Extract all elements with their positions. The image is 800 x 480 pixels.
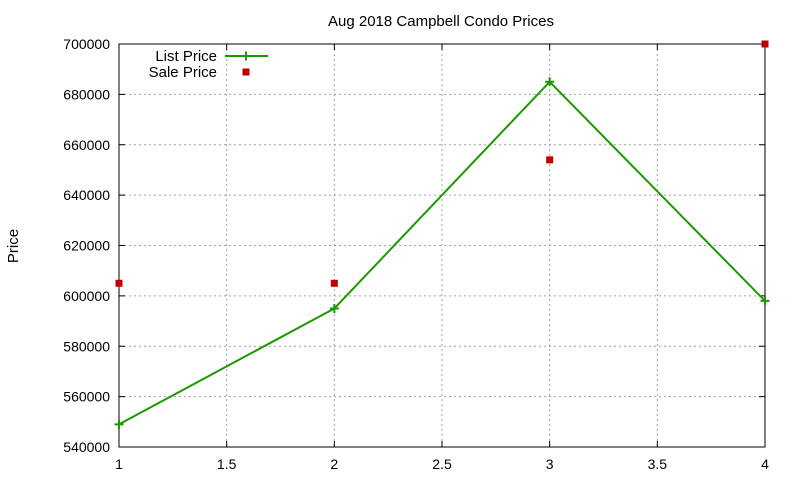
y-tick-label: 600000 [63, 288, 110, 304]
y-tick-label: 580000 [63, 338, 110, 354]
sale-price-point [330, 279, 338, 287]
y-tick-label: 640000 [63, 187, 110, 203]
sale-price-point [761, 40, 769, 48]
x-tick-label: 2.5 [432, 456, 452, 472]
x-tick-label: 1 [115, 456, 123, 472]
x-tick-label: 4 [761, 456, 769, 472]
y-tick-label: 560000 [63, 389, 110, 405]
x-tick-label: 2 [330, 456, 338, 472]
sale-price-point [115, 279, 123, 287]
y-tick-label: 700000 [63, 36, 110, 52]
axis-ticks: 1 1.5 2 2.5 3 3.5 4 540000 560000 580000 600000 620… [63, 36, 769, 472]
list-price-point [329, 303, 339, 313]
list-price-point [545, 77, 555, 87]
x-tick-label: 3 [546, 456, 554, 472]
y-axis-label: Price [5, 229, 22, 263]
list-price-point [760, 296, 770, 306]
sale-price-point [546, 156, 554, 164]
x-tick-label: 1.5 [217, 456, 237, 472]
legend-marker-list-price [241, 51, 251, 61]
x-tick-label: 3.5 [648, 456, 668, 472]
list-price-point [114, 419, 124, 429]
y-tick-label: 620000 [63, 238, 110, 254]
y-tick-label: 680000 [63, 86, 110, 102]
series-marks [114, 40, 770, 429]
legend-label-sale-price: Sale Price [149, 64, 217, 81]
legend: List Price Sale Price [149, 48, 268, 81]
y-tick-label: 540000 [63, 439, 110, 455]
y-tick-label: 660000 [63, 137, 110, 153]
gridlines [119, 44, 765, 447]
legend-marker-sale-price [242, 68, 250, 76]
chart-title: Aug 2018 Campbell Condo Prices [328, 13, 554, 30]
list-price-line [118, 80, 766, 426]
legend-label-list-price: List Price [155, 48, 217, 65]
